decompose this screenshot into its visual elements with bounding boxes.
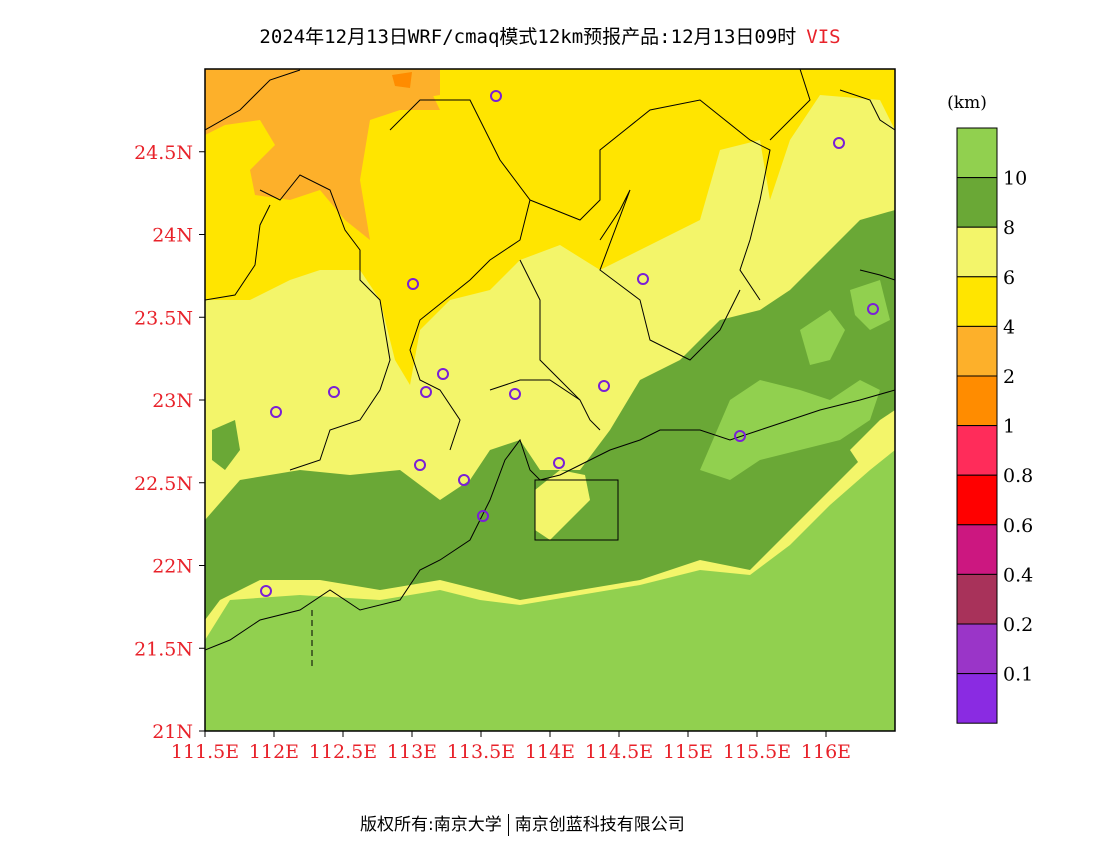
region-4km — [205, 69, 895, 385]
station-marker — [553, 457, 565, 469]
region-2km — [205, 69, 440, 240]
station-marker — [437, 368, 449, 380]
longitude-axis: 111.5E 112E 112.5E 113E 113.5E 114E 114.5E 115E… — [171, 731, 851, 763]
lat-label: 24N — [152, 225, 193, 247]
station-marker — [407, 278, 419, 290]
station-marker — [458, 474, 470, 486]
admin-boundaries — [205, 69, 895, 471]
color-legend: (km) 10 8 6 4 2 1 0.8 0.6 0.4 0.2 0.1 — [947, 93, 1033, 724]
station-marker — [414, 459, 426, 471]
lat-label: 22N — [152, 556, 193, 578]
lat-label: 22.5N — [134, 473, 193, 495]
legend-swatch — [956, 524, 998, 575]
lon-label: 114E — [525, 741, 575, 763]
region-4km-2 — [820, 70, 895, 130]
legend-swatch — [956, 573, 998, 625]
station-marker — [477, 510, 489, 522]
legend-label: 0.8 — [1003, 465, 1033, 487]
legend-label: 0.4 — [1003, 564, 1033, 586]
region-6km-e — [850, 410, 895, 465]
lon-label: 113E — [387, 741, 437, 763]
lat-label: 24.5N — [134, 142, 193, 164]
lon-label: 115.5E — [723, 741, 791, 763]
station-marker — [509, 388, 521, 400]
region-8km — [205, 210, 895, 620]
station-marker — [270, 406, 282, 418]
legend-swatch — [956, 623, 998, 675]
station-marker — [328, 386, 340, 398]
lat-label: 21N — [152, 721, 193, 743]
legend-swatch — [956, 474, 998, 526]
legend-swatch — [956, 673, 998, 724]
legend-label: 0.1 — [1003, 664, 1033, 686]
station-marker — [867, 303, 879, 315]
legend-label: 10 — [1003, 168, 1027, 190]
station-marker — [490, 90, 502, 102]
region-10km-2 — [700, 380, 880, 480]
coastline — [205, 389, 895, 651]
copyright-right: 南京创蓝科技有限公司 — [514, 815, 685, 835]
visibility-field — [205, 69, 895, 731]
legend-swatch — [956, 375, 998, 427]
latitude-axis: 21N 21.5N 22N 22.5N 23N 23.5N 24N 24.5N — [134, 142, 205, 743]
station-marker — [734, 430, 746, 442]
station-marker — [833, 137, 845, 149]
region-6km-sz — [535, 470, 590, 540]
legend-swatch — [956, 276, 998, 327]
lat-label: 23N — [152, 390, 193, 412]
legend-swatch — [956, 226, 998, 278]
title-variable: VIS — [806, 26, 841, 48]
legend-swatch — [956, 127, 998, 179]
legend-swatch — [956, 325, 998, 377]
station-marker — [260, 585, 272, 597]
region-10km — [205, 450, 895, 731]
lon-label: 116E — [801, 741, 851, 763]
legend-swatch — [956, 177, 998, 228]
copyright-footer: 版权所有:南京大学 南京创蓝科技有限公司 — [360, 810, 685, 836]
lat-label: 23.5N — [134, 307, 193, 329]
legend-label: 0.6 — [1003, 515, 1033, 537]
station-markers — [260, 90, 879, 597]
chart-title: 2024年12月13日WRF/cmaq模式12km预报产品:12月13日09时 V… — [0, 22, 1100, 49]
legend-label: 1 — [1003, 416, 1015, 438]
copyright-left: 版权所有:南京大学 — [360, 815, 502, 835]
footer-divider — [507, 814, 509, 836]
region-1km — [392, 72, 412, 88]
station-marker — [637, 273, 649, 285]
hk-boundary — [534, 479, 619, 541]
station-marker — [420, 386, 432, 398]
legend-label: 8 — [1003, 217, 1015, 239]
station-marker — [598, 380, 610, 392]
lon-label: 112E — [249, 741, 299, 763]
lon-label: 113.5E — [447, 741, 515, 763]
title-main: 2024年12月13日WRF/cmaq模式12km预报产品:12月13日09时 — [259, 26, 797, 48]
legend-label: 0.2 — [1003, 614, 1033, 636]
lon-label: 114.5E — [585, 741, 653, 763]
region-10km-3 — [800, 310, 845, 365]
legend-unit: (km) — [947, 93, 987, 113]
legend-label: 2 — [1003, 366, 1015, 388]
lon-label: 115E — [663, 741, 713, 763]
region-8km-west — [212, 420, 240, 470]
lat-label: 21.5N — [134, 638, 193, 660]
legend-swatch — [956, 425, 998, 476]
legend-label: 4 — [1003, 316, 1015, 338]
lon-label: 111.5E — [171, 741, 239, 763]
legend-label: 6 — [1003, 267, 1015, 289]
lon-label: 112.5E — [309, 741, 377, 763]
